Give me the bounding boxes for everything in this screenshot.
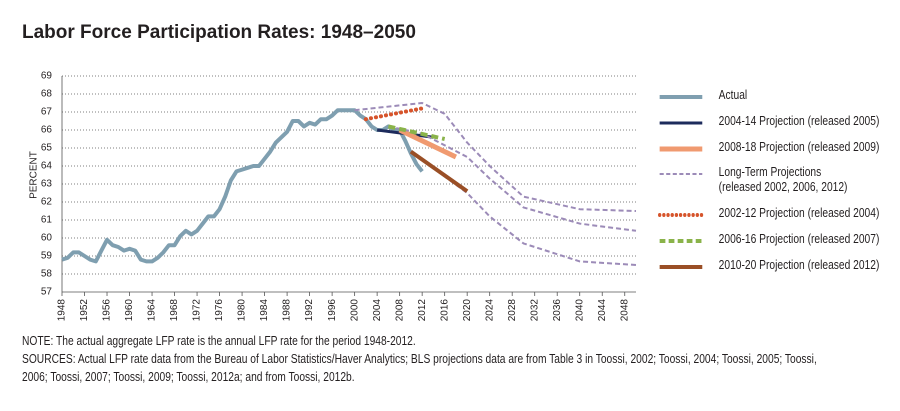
legend-item: 2010-20 Projection (released 2012)	[658, 258, 879, 284]
legend-swatch	[659, 239, 703, 244]
legend-label: 2010-20 Projection (released 2012)	[718, 257, 880, 272]
x-tick-label: 2024	[484, 299, 495, 322]
y-tick-label: 68	[41, 89, 53, 100]
legend-swatch	[659, 146, 703, 152]
y-tick-label: 66	[41, 125, 53, 136]
legend-swatch	[659, 121, 703, 125]
data-line	[363, 106, 425, 122]
x-tick-label: 1988	[282, 299, 293, 322]
data-line	[354, 102, 637, 212]
legend-item: Actual	[658, 88, 879, 114]
data-line	[61, 108, 424, 264]
legend-item: 2002-12 Projection (released 2004)	[658, 206, 879, 232]
x-tick-label: 2020	[462, 299, 473, 322]
x-tick-label: 2008	[394, 299, 405, 322]
x-tick-label: 1980	[237, 299, 248, 322]
x-tick-label: 2004	[372, 299, 383, 322]
legend-item: 2006-16 Projection (released 2007)	[658, 232, 879, 258]
notes: NOTE: The actual aggregate LFP rate is t…	[22, 332, 842, 386]
sources: SOURCES: Actual LFP rate data from the B…	[22, 352, 817, 384]
x-tick-label: 2048	[619, 299, 630, 322]
x-tick-label: 1948	[57, 299, 68, 322]
legend-label: 2006-16 Projection (released 2007)	[718, 232, 880, 247]
y-tick-label: 67	[41, 107, 53, 118]
y-tick-label: 61	[41, 215, 53, 226]
x-tick-label: 1984	[259, 299, 270, 322]
legend-item: 2008-18 Projection (released 2009)	[658, 140, 879, 166]
y-tick-label: 69	[41, 71, 53, 82]
y-tick-label: 63	[41, 179, 53, 190]
x-tick-label: 2028	[507, 299, 518, 322]
y-tick-label: 62	[41, 197, 53, 208]
x-tick-label: 2000	[349, 299, 360, 322]
data-line	[409, 149, 469, 193]
x-tick-label: 2012	[417, 299, 428, 322]
y-tick-label: 64	[41, 161, 53, 172]
legend-label: 2004-14 Projection (released 2005)	[718, 113, 880, 128]
x-tick-label: 1976	[214, 299, 225, 322]
y-tick-label: 60	[41, 233, 53, 244]
y-axis-label: PERCENT	[29, 151, 40, 199]
note: NOTE: The actual aggregate LFP rate is t…	[22, 334, 416, 348]
x-tick-label: 1960	[124, 299, 135, 322]
x-tick-label: 1972	[192, 299, 203, 322]
data-line	[387, 124, 446, 141]
chart-title: Labor Force Participation Rates: 1948–20…	[22, 22, 416, 43]
x-tick-label: 2044	[597, 299, 608, 322]
legend-label: 2002-12 Projection (released 2004)	[718, 206, 880, 221]
chart: PERCENT 57 58 59 60 61 62 63 64 65 66 67 68 69 1948 19…	[29, 71, 637, 322]
x-tick-label: 1968	[169, 299, 180, 322]
legend-label: Long-Term Projections (released 2002, 20…	[718, 165, 848, 195]
data-line	[398, 127, 458, 160]
legend-swatch	[659, 95, 703, 99]
legend-swatch	[659, 173, 703, 176]
x-tick-label: 1952	[79, 299, 90, 322]
legend-swatch	[658, 213, 704, 218]
legend: Actual 2004-14 Projection (released 2005)…	[658, 88, 879, 284]
y-tick-label: 65	[41, 143, 53, 154]
legend-label: 2008-18 Projection (released 2009)	[718, 139, 880, 154]
y-tick-label: 58	[41, 269, 53, 280]
x-tick-label: 2016	[439, 299, 450, 322]
y-tick-label: 57	[41, 287, 53, 298]
x-tick-label: 2032	[529, 299, 540, 322]
x-tick-label: 2040	[574, 299, 585, 322]
x-tick-label: 1996	[327, 299, 338, 322]
legend-swatch	[659, 264, 703, 269]
x-tick-label: 1964	[147, 299, 158, 322]
y-tick-label: 59	[41, 251, 53, 262]
legend-label: Actual	[718, 88, 748, 102]
x-tick-label: 2036	[552, 299, 563, 322]
legend-item: Long-Term Projections (released 2002, 20…	[658, 165, 879, 206]
x-tick-label: 1992	[304, 299, 315, 322]
legend-item: 2004-14 Projection (released 2005)	[658, 114, 879, 140]
x-tick-label: 1956	[102, 299, 113, 322]
